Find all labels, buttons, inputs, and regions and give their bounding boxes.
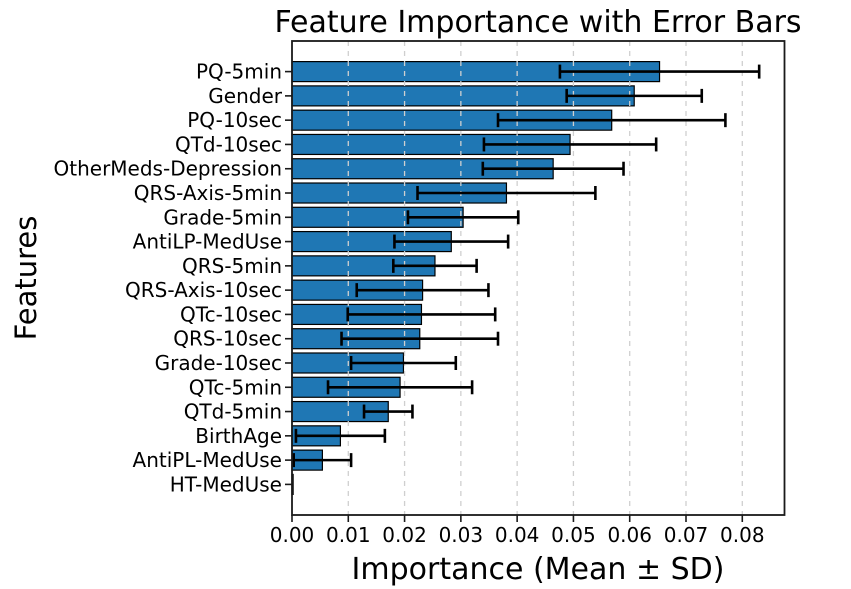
y-tick-label: Grade-5min (163, 205, 282, 229)
plot-area: 0.00 0.01 0.02 0.03 0.04 0.05 0.06 0.07 0.08 PQ-5… (54, 40, 786, 547)
y-tick-label: QTc-10sec (180, 302, 282, 326)
x-tick-label: 0.08 (720, 523, 765, 547)
y-tick-label: QRS-Axis-10sec (125, 278, 282, 302)
y-axis-label: Features (9, 216, 43, 341)
y-tick-label: AntiPL-MedUse (133, 448, 282, 472)
x-tick-label: 0.06 (607, 523, 652, 547)
x-tick-label: 0.01 (326, 523, 371, 547)
y-tick-label: OtherMeds-Depression (54, 157, 282, 181)
y-tick-label: QRS-10sec (173, 327, 282, 351)
y-tick-label: Grade-10sec (155, 351, 282, 375)
y-tick-label: PQ-10sec (187, 108, 282, 132)
x-tick-label: 0.00 (270, 523, 315, 547)
x-tick-label: 0.05 (551, 523, 596, 547)
x-tick-label: 0.07 (664, 523, 709, 547)
x-tick-label: 0.04 (495, 523, 540, 547)
x-axis-label: Importance (Mean ± SD) (352, 552, 725, 587)
x-tick-label: 0.03 (439, 523, 484, 547)
y-tick-label: Gender (208, 84, 282, 108)
y-tick-label: QTd-5min (184, 400, 282, 424)
y-tick-label: AntiLP-MedUse (133, 230, 282, 254)
y-tick-label: QTd-10sec (175, 132, 282, 156)
y-tick-label: HT-MedUse (170, 472, 282, 496)
y-tick-label: QRS-5min (182, 254, 282, 278)
y-tick-label: QRS-Axis-5min (134, 181, 282, 205)
y-tick-label: QTc-5min (189, 375, 282, 399)
chart-title: Feature Importance with Error Bars (274, 5, 801, 40)
y-tick-label: PQ-5min (196, 60, 282, 84)
plot-border (291, 40, 786, 516)
x-tick-label: 0.02 (382, 523, 427, 547)
y-tick-label: BirthAge (195, 424, 282, 448)
